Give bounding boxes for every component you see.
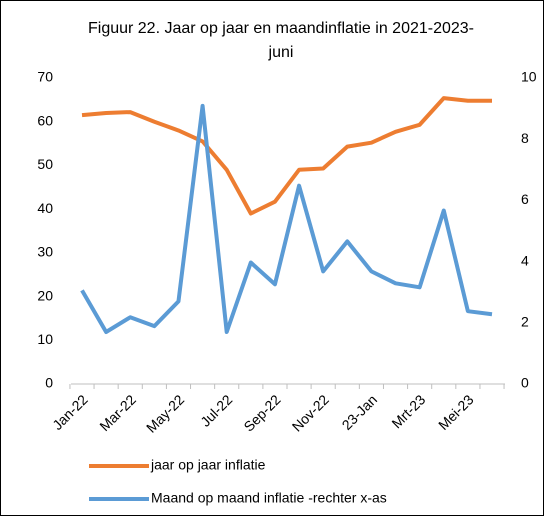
x-tick-label: Nov-22 — [289, 391, 332, 434]
legend-label: Maand op maand inflatie -rechter x-as — [151, 490, 387, 506]
x-tick-label: Jan-22 — [49, 391, 91, 433]
chart-title: Figuur 22. Jaar op jaar en maandinflatie… — [87, 20, 475, 61]
y-tick-label: 50 — [37, 156, 53, 172]
x-tick-label: Sep-22 — [240, 391, 283, 434]
y2-tick-label: 8 — [521, 130, 529, 146]
y2-tick-label: 4 — [521, 252, 529, 268]
x-tick-label: May-22 — [143, 391, 187, 435]
x-tick-label: Mar-22 — [96, 391, 139, 434]
y2-tick-label: 2 — [521, 314, 529, 330]
legend-label: jaar op jaar inflatie — [150, 457, 266, 473]
x-tick-label: Mei-23 — [435, 391, 477, 433]
line-series — [81, 96, 492, 216]
y-tick-label: 70 — [37, 69, 53, 85]
y2-tick-label: 0 — [521, 375, 529, 391]
y-tick-label: 60 — [37, 112, 53, 128]
y-tick-label: 10 — [37, 331, 53, 347]
y2-tick-label: 10 — [521, 69, 537, 85]
x-tick-label: Mrt-23 — [388, 391, 428, 431]
y-tick-label: 20 — [37, 287, 53, 303]
x-tick-label: Jul-22 — [197, 391, 235, 429]
y-tick-label: 30 — [37, 244, 53, 260]
y2-tick-label: 6 — [521, 191, 529, 207]
line-series — [80, 103, 493, 334]
y-tick-label: 40 — [37, 200, 53, 216]
x-tick-label: 23-Jan — [339, 391, 381, 433]
y-tick-label: 0 — [45, 375, 53, 391]
